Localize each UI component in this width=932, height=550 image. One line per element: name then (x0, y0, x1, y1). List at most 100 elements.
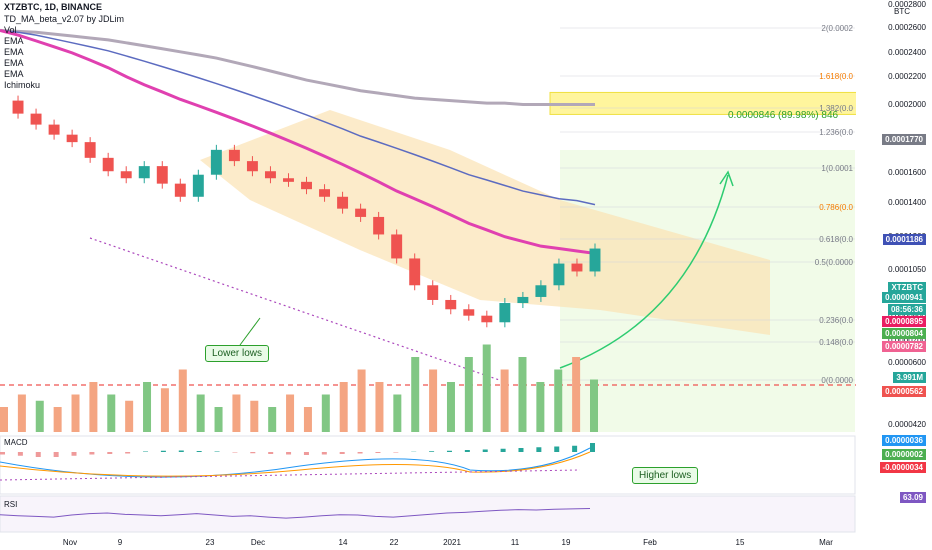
candle (427, 285, 439, 300)
macd-histogram-bar (500, 448, 506, 452)
macd-histogram-bar (572, 445, 578, 452)
candle (210, 149, 222, 175)
volume-bar (268, 407, 277, 432)
candle (102, 157, 114, 172)
candle (517, 296, 529, 304)
macd-line (0, 447, 591, 478)
volume-bar (250, 400, 259, 432)
fib-label: 2(0.0002 (821, 24, 853, 33)
indicator-label[interactable]: EMA (4, 36, 24, 46)
ema-gray-line (0, 28, 595, 106)
fib-label: 1.236(0.0 (819, 128, 853, 137)
candle (48, 124, 60, 135)
candle (66, 134, 78, 143)
lower-lows-trendline (89, 237, 506, 383)
candle (391, 234, 403, 259)
price-tag: 0.0000895 (882, 316, 926, 327)
indicator-label[interactable]: EMA (4, 69, 24, 79)
y-tick-label: 0.0001600 (888, 168, 926, 177)
volume-bar (214, 407, 223, 432)
indicator-label[interactable]: EMA (4, 58, 24, 68)
macd-histogram-bar (89, 452, 95, 455)
volume-bar (107, 394, 116, 432)
candle (445, 299, 457, 310)
indicator-label[interactable]: Vol (4, 25, 17, 35)
macd-histogram-bar (143, 451, 149, 452)
volume-bar (482, 344, 491, 432)
macd-histogram-bar (339, 452, 345, 454)
price-tag: 0.0000804 (882, 328, 926, 339)
volume-bar (554, 369, 563, 432)
price-tag: 0.0001770 (882, 134, 926, 145)
candle (246, 161, 258, 172)
macd-histogram-bar (554, 446, 560, 452)
volume-bar (429, 369, 438, 432)
price-tag: 0.0000941 (882, 292, 926, 303)
candle (589, 248, 601, 272)
macd-histogram-bar (321, 452, 327, 455)
fib-label: 1.382(0.0 (819, 104, 853, 113)
volume-bar (536, 382, 545, 432)
candle (373, 216, 385, 235)
x-tick-label: 14 (339, 538, 348, 547)
macd-histogram-bar (393, 452, 399, 453)
y-tick-label: 0.0002000 (888, 100, 926, 109)
volume-bar (590, 379, 598, 432)
x-tick-label: 9 (118, 538, 123, 547)
y-tick-label: 0.0002400 (888, 48, 926, 57)
indicator-label[interactable]: TD_MA_beta_v2.07 by JDLim (4, 14, 125, 24)
candle (301, 181, 312, 190)
candle (463, 309, 475, 316)
indicator-label[interactable]: EMA (4, 47, 24, 57)
price-tag: 0.0000002 (882, 449, 926, 460)
volume-bar (71, 394, 80, 432)
candle (174, 183, 186, 197)
macd-higher-lows-line (0, 469, 581, 481)
volume-bar (339, 382, 348, 432)
x-tick-label: 2021 (443, 538, 461, 547)
y-tick-label: 0.0002200 (888, 72, 926, 81)
macd-histogram-bar (196, 451, 202, 452)
ema-magenta-line (0, 28, 596, 255)
macd-histogram-bar (536, 447, 542, 452)
volume-bar (518, 357, 527, 432)
ichimoku-cloud (200, 110, 770, 335)
y-tick-label: 0.0000600 (888, 358, 926, 367)
y-tick-label: 0.0001050 (888, 265, 926, 274)
callout-pointer (239, 317, 261, 346)
candle (409, 258, 421, 286)
macd-histogram-bar (429, 451, 435, 452)
macd-histogram-bar (178, 450, 184, 452)
macd-histogram-bar (303, 452, 309, 455)
macd-histogram-bar (71, 452, 77, 456)
ema-slow-line (0, 29, 596, 206)
fib-label: 0.786(0.0 (819, 203, 853, 212)
candle (12, 100, 24, 114)
volume-bar (464, 357, 473, 432)
price-tag: 08:56:36 (887, 304, 926, 315)
candle (535, 285, 547, 297)
y-tick-label: 0.0002800 (888, 0, 926, 9)
fib-label: 0.148(0.0 (819, 338, 853, 347)
candle (192, 174, 204, 197)
indicator-label[interactable]: Ichimoku (4, 80, 41, 90)
macd-histogram-bar (232, 452, 238, 453)
macd-histogram-bar (160, 450, 166, 452)
candle (553, 263, 565, 286)
macd-histogram-bar (250, 452, 256, 454)
fib-label: 1(0.0001 (821, 164, 853, 173)
macd-histogram-bar (17, 452, 23, 456)
candle (571, 263, 583, 272)
x-tick-label: 22 (390, 538, 399, 547)
fib-label: 1.618(0.0 (819, 72, 853, 81)
fib-label: 0(0.0000 (821, 376, 853, 385)
x-tick-label: Feb (643, 538, 657, 547)
macd-histogram-bar (518, 448, 524, 452)
macd-histogram-bar (446, 450, 452, 452)
macd-histogram-bar (0, 452, 5, 455)
volume-bar (0, 407, 8, 432)
macd-histogram-bar (107, 452, 113, 454)
fib-label: 0.236(0.0 (819, 316, 853, 325)
volume-bar (446, 382, 455, 432)
candle (264, 171, 276, 179)
